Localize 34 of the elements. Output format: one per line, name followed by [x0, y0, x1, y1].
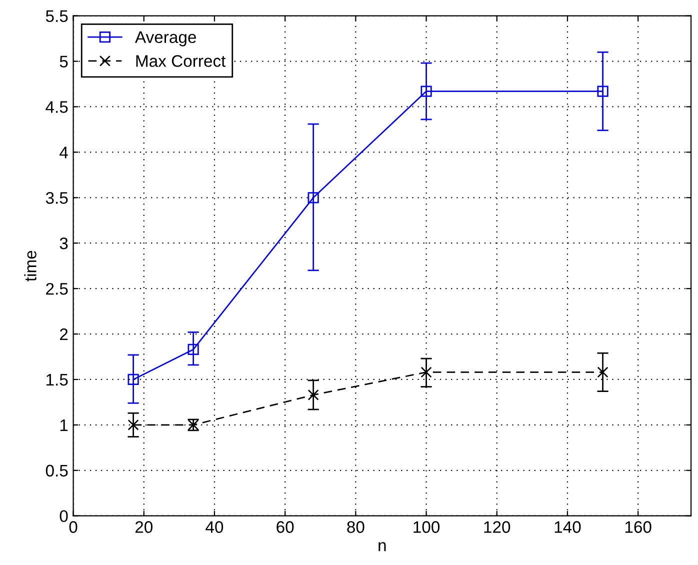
x-tick-label: 140 [554, 521, 581, 533]
y-tick-label: 3 [60, 238, 68, 250]
x-axis-title: n [378, 542, 386, 552]
point [128, 374, 139, 386]
y-tick-label: 0.5 [46, 464, 68, 477]
legend-label: Max Correct [136, 55, 226, 67]
x-tick-label: 60 [276, 521, 294, 533]
point [597, 366, 608, 378]
legend-label: Average [134, 31, 196, 46]
x-tick-label: 20 [135, 521, 153, 533]
point [188, 344, 199, 356]
point [420, 86, 432, 97]
x-tick-label: 120 [484, 521, 510, 533]
x-tick-label: 80 [347, 521, 364, 533]
y-tick-label: 2.5 [46, 282, 68, 295]
y-tick-label: 5.5 [46, 10, 68, 22]
y-tick-label: 1.5 [46, 374, 68, 386]
point [420, 366, 432, 378]
point [597, 86, 608, 97]
y-axis-title: time [24, 250, 36, 282]
y-tick-label: 1 [60, 420, 68, 431]
y-tick-label: 3.5 [46, 192, 68, 204]
point [308, 389, 319, 400]
x-tick-label: 100 [414, 521, 440, 533]
y-tick-label: 0 [60, 510, 68, 522]
point [308, 192, 319, 204]
x-tick-label: 160 [625, 521, 652, 533]
y-tick-label: 4.5 [46, 101, 68, 113]
x-tick-label: 40 [206, 521, 224, 533]
x-tick-label: 0 [69, 521, 78, 533]
y-tick-label: 4 [60, 146, 68, 158]
y-tick-label: 2 [60, 328, 68, 340]
y-tick-label: 5 [60, 56, 68, 68]
point [128, 419, 139, 430]
